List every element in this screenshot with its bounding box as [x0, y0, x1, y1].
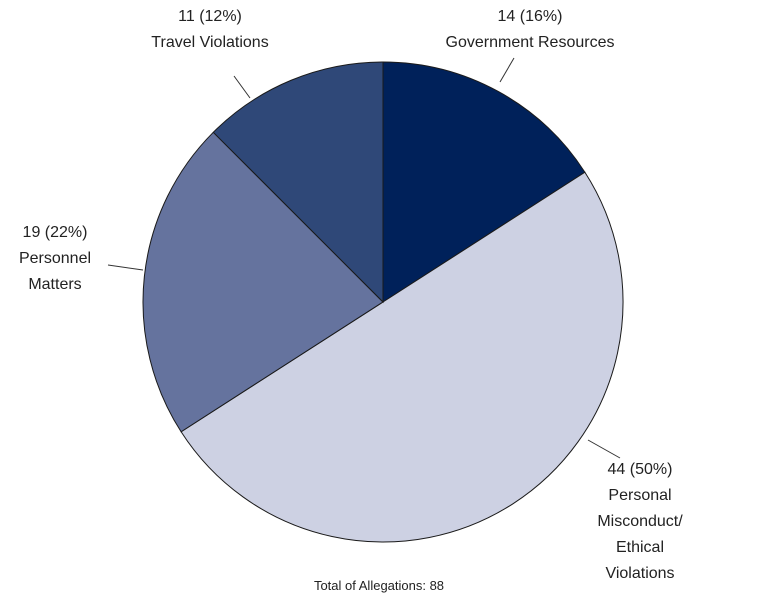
leader-line — [499, 57, 515, 83]
category-label: Personnel Matters — [18, 250, 92, 293]
value-label: 11 (12%) — [178, 8, 242, 25]
category-label: Government Resources — [445, 34, 615, 51]
pie-slice — [142, 131, 384, 433]
pie-slice — [180, 171, 624, 543]
value-label: 14 (16%) — [497, 8, 563, 25]
slice-label: 14 (16%) Government Resources — [446, 4, 615, 56]
pie-slice — [212, 61, 384, 304]
category-label: Travel Violations — [151, 34, 269, 51]
category-label: Personal Misconduct/ Ethical Violations — [597, 487, 683, 582]
value-label: 19 (22%) — [22, 224, 88, 241]
pie-slice — [382, 61, 586, 303]
chart-note: Total of Allegations: 88 — [313, 578, 445, 593]
leader-line — [233, 75, 251, 99]
slice-label: 19 (22%) Personnel Matters — [19, 220, 91, 298]
leader-line — [107, 264, 144, 271]
leader-line — [587, 439, 621, 459]
slice-label: 44 (50%) Personal Misconduct/ Ethical Vio… — [581, 457, 699, 587]
value-label: 44 (50%) — [607, 461, 673, 478]
slice-label: 11 (12%) Travel Violations — [151, 4, 268, 56]
